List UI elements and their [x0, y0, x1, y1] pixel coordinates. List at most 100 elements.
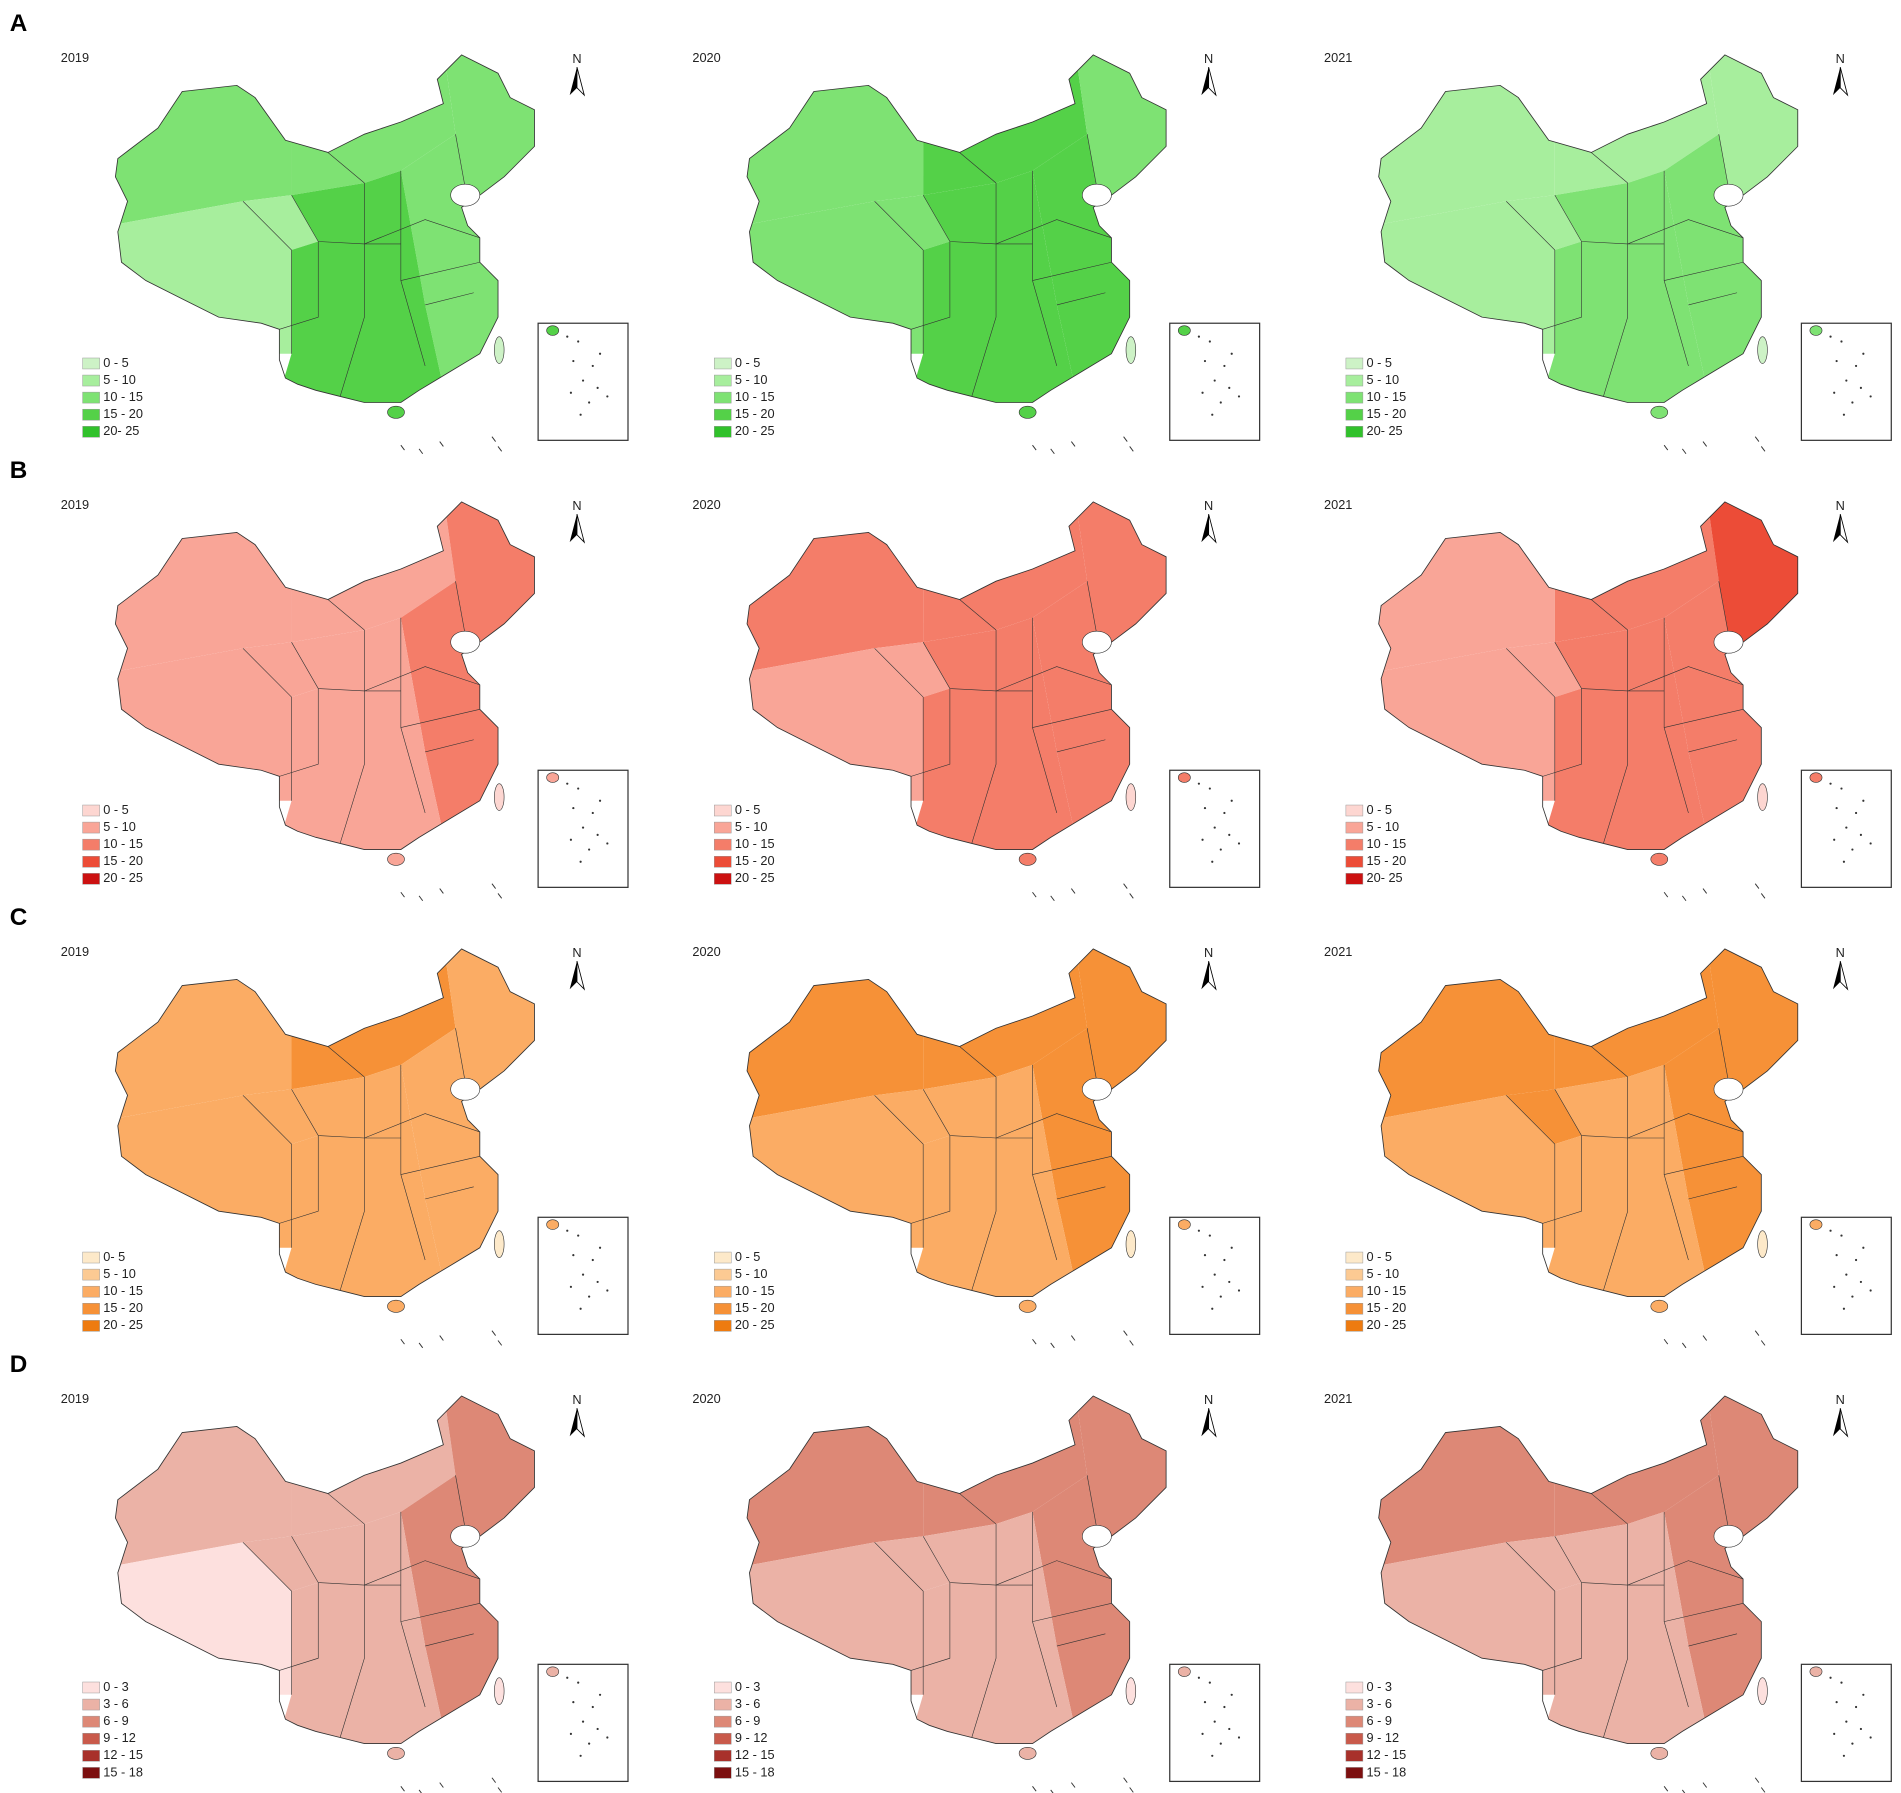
- inset-island: [569, 1285, 573, 1288]
- region: [273, 170, 450, 403]
- inset-frame: [1800, 1216, 1892, 1335]
- province-border: [339, 629, 365, 844]
- choropleth: [1378, 54, 1798, 403]
- north-arrow: [1832, 514, 1841, 543]
- bohai-sea: [1081, 183, 1112, 207]
- bohai-sea: [1713, 183, 1744, 207]
- province-border: [1688, 739, 1738, 753]
- hainan: [1018, 405, 1037, 419]
- province-border: [1603, 629, 1628, 844]
- island-mark: [400, 1338, 405, 1345]
- region: [747, 201, 924, 354]
- legend-swatch: [1345, 804, 1364, 817]
- province-border: [1554, 195, 1665, 245]
- island-mark: [1070, 441, 1076, 447]
- inset-hainan: [546, 1666, 560, 1677]
- inset-island: [1208, 340, 1211, 343]
- inset-hainan: [1177, 1219, 1191, 1230]
- inset-island: [1840, 1234, 1843, 1237]
- north-label: N: [1836, 945, 1845, 960]
- island-mark: [1032, 444, 1037, 451]
- legend-label: 5 - 10: [103, 819, 136, 834]
- inset-island: [1197, 335, 1200, 338]
- island-mark: [1129, 446, 1134, 452]
- inset-island: [1862, 1246, 1865, 1249]
- island-mark: [491, 883, 496, 889]
- inset-island: [1203, 1254, 1207, 1257]
- region: [904, 170, 1082, 403]
- legend-swatch: [82, 408, 100, 421]
- inset-island: [1840, 340, 1843, 343]
- inset-island: [598, 1246, 602, 1249]
- north-label: N: [1204, 498, 1213, 513]
- inset-island: [1851, 401, 1854, 404]
- inset-island: [1211, 1754, 1214, 1757]
- legend-swatch: [82, 873, 100, 885]
- north-label: N: [1836, 1392, 1845, 1407]
- legend-label: 15 - 18: [735, 1764, 775, 1779]
- inset-island: [577, 1234, 580, 1237]
- inset-island: [596, 833, 599, 837]
- inset-island: [1211, 413, 1214, 416]
- inset-frame: [1800, 1663, 1892, 1783]
- legend-label: 0 - 3: [1367, 1679, 1392, 1694]
- province-border: [291, 195, 401, 245]
- province-border: [995, 1113, 1112, 1139]
- legend-label: 20- 25: [1367, 870, 1403, 885]
- year-label: 2020: [692, 1391, 720, 1406]
- province-border: [1056, 292, 1106, 306]
- inset-island: [591, 811, 594, 815]
- legend-label: 0- 5: [103, 1249, 125, 1264]
- region: [747, 648, 924, 801]
- legend-label: 20 - 25: [735, 870, 775, 885]
- inset-island: [598, 799, 602, 802]
- taiwan: [494, 783, 505, 811]
- north-arrow: [576, 66, 586, 97]
- bohai-sea: [450, 183, 481, 207]
- province-border: [874, 1095, 924, 1248]
- hainan: [1018, 852, 1037, 866]
- inset-island: [1833, 391, 1836, 394]
- province-border: [1603, 1524, 1628, 1738]
- legend-label: 15 - 20: [1367, 406, 1407, 421]
- province-border: [959, 152, 997, 184]
- legend-swatch: [1345, 1285, 1364, 1298]
- inset-island: [596, 1280, 599, 1284]
- island-mark: [400, 1785, 405, 1792]
- inset-island: [606, 1289, 609, 1292]
- legend-swatch: [1345, 1251, 1364, 1264]
- north-arrow: [569, 1408, 577, 1437]
- north-arrow: [569, 961, 577, 990]
- province-border: [279, 1582, 319, 1671]
- legend-label: 10 - 15: [1367, 836, 1407, 851]
- island-mark: [418, 1342, 424, 1349]
- province-border: [971, 1077, 997, 1291]
- inset-island: [1854, 364, 1858, 368]
- province-border: [364, 666, 480, 692]
- province-border: [971, 629, 997, 844]
- inset-island: [1859, 833, 1863, 837]
- choropleth: [747, 1395, 1167, 1744]
- legend-label: 5 - 10: [103, 1266, 136, 1281]
- province-border: [1591, 1046, 1628, 1078]
- inset-island: [588, 1295, 591, 1298]
- bohai-sea: [1713, 1077, 1744, 1101]
- inset-island: [596, 386, 599, 389]
- inset-frame: [1169, 322, 1261, 441]
- bohai-sea: [450, 1077, 481, 1101]
- north-label: N: [1204, 1392, 1213, 1407]
- inset-island: [1851, 1742, 1854, 1745]
- province-border: [1591, 599, 1628, 631]
- legend-swatch: [713, 1715, 732, 1728]
- inset-island: [1829, 335, 1832, 338]
- legend-label: 0 - 5: [103, 802, 128, 817]
- island-mark: [491, 436, 496, 442]
- legend-swatch: [82, 1320, 100, 1332]
- inset-hainan: [1177, 772, 1191, 783]
- north-arrow: [1832, 961, 1841, 990]
- region: [904, 617, 1082, 850]
- choropleth: [747, 54, 1167, 403]
- legend-swatch: [82, 391, 100, 404]
- island-mark: [1663, 1338, 1669, 1345]
